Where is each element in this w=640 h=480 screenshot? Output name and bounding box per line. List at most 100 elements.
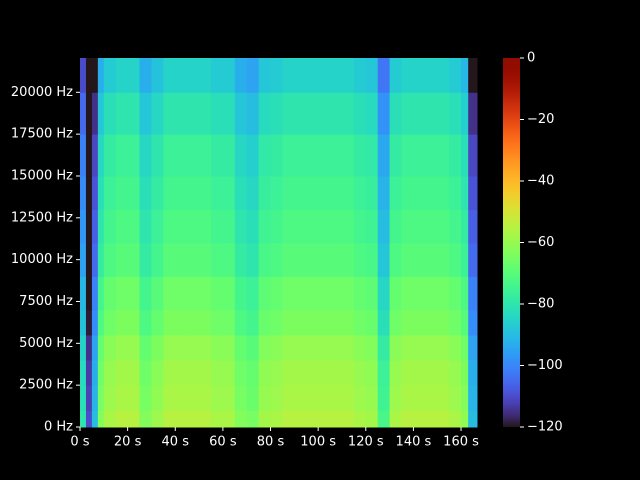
heatmap-cell: [461, 209, 469, 244]
heatmap-cell: [115, 175, 129, 210]
heatmap-cell: [222, 360, 236, 386]
heatmap-cell: [425, 242, 438, 277]
heatmap-cell: [199, 209, 212, 244]
x-tick-label: 140 s: [396, 435, 432, 450]
heatmap-cell: [389, 242, 403, 277]
heatmap-cell: [318, 410, 331, 428]
heatmap-cell: [222, 309, 236, 336]
heatmap-cell: [139, 385, 152, 411]
heatmap-cell: [175, 410, 188, 428]
heatmap-cell: [85, 58, 93, 93]
heatmap-cell: [80, 334, 87, 361]
heatmap-cell: [353, 209, 367, 244]
heatmap-cell: [437, 134, 450, 177]
heatmap-cell: [127, 175, 141, 210]
heatmap-cell: [449, 334, 462, 361]
heatmap-cell: [461, 309, 469, 336]
heatmap-cell: [461, 334, 469, 361]
heatmap-cell: [222, 58, 236, 93]
heatmap-cell: [365, 58, 379, 93]
heatmap-cell: [401, 134, 414, 177]
y-tick-label: 10000 Hz: [11, 252, 73, 267]
heatmap-cell: [85, 92, 93, 135]
heatmap-cell: [449, 209, 462, 244]
heatmap-cell: [330, 134, 343, 177]
heatmap-cell: [306, 309, 319, 336]
heatmap-cell: [318, 134, 331, 177]
heatmap-cell: [461, 385, 469, 411]
heatmap-cell: [318, 276, 331, 311]
heatmap-cell: [115, 309, 129, 336]
heatmap-cell: [306, 175, 319, 210]
heatmap-cell: [187, 58, 200, 93]
heatmap-cell: [449, 276, 462, 311]
heatmap-cell: [437, 175, 450, 210]
heatmap-cell: [91, 209, 99, 244]
heatmap-cell: [282, 360, 295, 386]
heatmap-cell: [175, 309, 188, 336]
heatmap-cell: [127, 385, 141, 411]
heatmap-cell: [139, 175, 152, 210]
heatmap-cell: [151, 134, 164, 177]
heatmap-cell: [341, 309, 355, 336]
heatmap-cell: [234, 309, 248, 336]
heatmap-cell: [97, 242, 105, 277]
heatmap-cell: [246, 309, 260, 336]
heatmap-cell: [97, 209, 105, 244]
heatmap-cell: [210, 276, 224, 311]
heatmap-cell: [270, 410, 283, 428]
heatmap-cell: [468, 385, 478, 411]
heatmap-cell: [175, 385, 188, 411]
heatmap-cell: [163, 175, 176, 210]
heatmap-cell: [199, 309, 212, 336]
colorbar-tick-label: −80: [527, 297, 554, 312]
heatmap-cell: [270, 209, 283, 244]
heatmap-cell: [330, 92, 343, 135]
heatmap-cell: [258, 276, 272, 311]
heatmap-cell: [151, 410, 164, 428]
heatmap-cell: [210, 209, 224, 244]
heatmap-cell: [163, 410, 176, 428]
x-tick-label: 0 s: [70, 435, 89, 450]
heatmap-cell: [282, 309, 295, 336]
heatmap-cell: [461, 242, 469, 277]
heatmap-cell: [127, 92, 141, 135]
heatmap-cell: [353, 309, 367, 336]
heatmap-cell: [353, 92, 367, 135]
heatmap-cell: [103, 410, 117, 428]
heatmap-cell: [270, 92, 283, 135]
heatmap-cell: [270, 276, 283, 311]
heatmap-cell: [139, 242, 152, 277]
x-tick-label: 60 s: [209, 435, 237, 450]
heatmap-cell: [413, 134, 426, 177]
heatmap-cell: [97, 58, 105, 93]
heatmap-cell: [187, 334, 200, 361]
heatmap-cell: [437, 334, 450, 361]
heatmap-cell: [246, 92, 260, 135]
heatmap-cell: [389, 175, 403, 210]
heatmap-cell: [377, 410, 391, 428]
heatmap-cell: [365, 410, 379, 428]
heatmap-cell: [401, 360, 414, 386]
heatmap-cell: [210, 360, 224, 386]
heatmap-cell: [461, 276, 469, 311]
heatmap-cell: [85, 309, 93, 336]
heatmap-cell: [437, 58, 450, 93]
heatmap-cell: [103, 92, 117, 135]
heatmap-cell: [187, 242, 200, 277]
heatmap-cell: [234, 410, 248, 428]
heatmap-cell: [163, 309, 176, 336]
heatmap-cell: [425, 309, 438, 336]
heatmap-cell: [425, 134, 438, 177]
heatmap-cell: [389, 209, 403, 244]
x-tick-label: 120 s: [348, 435, 384, 450]
y-tick-label: 2500 Hz: [19, 378, 73, 393]
heatmap-cell: [413, 242, 426, 277]
heatmap-cell: [258, 360, 272, 386]
heatmap-cell: [461, 92, 469, 135]
heatmap-cell: [258, 334, 272, 361]
heatmap-cell: [341, 385, 355, 411]
heatmap-cell: [91, 410, 99, 428]
y-tick-label: 12500 Hz: [11, 210, 73, 225]
